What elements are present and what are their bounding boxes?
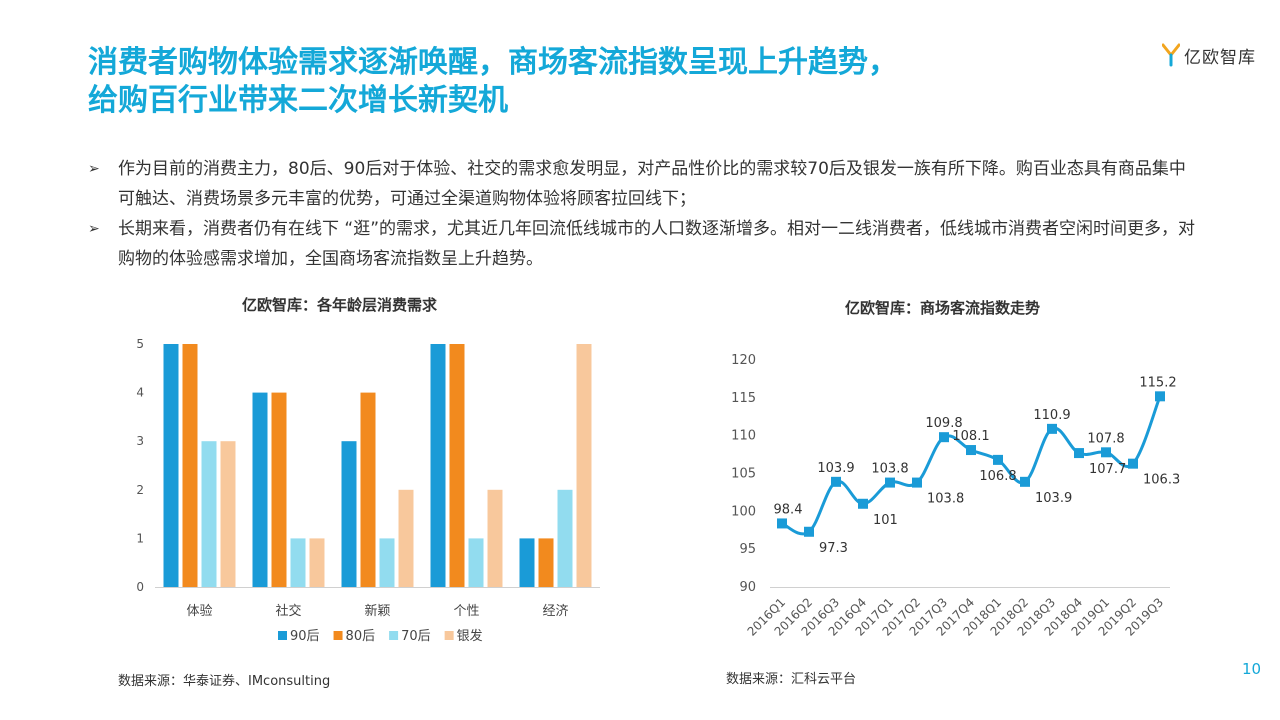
line-chart-source: 数据来源：汇科云平台 [726,672,857,687]
x-tick-label: 个性 [453,604,479,619]
data-label: 97.3 [819,541,848,556]
data-label: 103.8 [927,492,964,507]
legend-label: 80后 [346,629,376,644]
bar [309,538,325,587]
x-tick-label: 新颖 [364,603,390,619]
bullet-text: 作为目前的消费主力，80后、90后对于体验、社交的需求愈发明显，对产品性价比的需… [118,159,1186,209]
page-title-line-2: 给购百行业带来二次增长新契机 [88,83,508,118]
y-tick-label: 105 [731,467,756,482]
y-tick-label: 115 [731,391,756,406]
bullet-arrow-icon: ➢ [88,161,100,177]
data-label: 103.9 [1035,491,1072,506]
legend-swatch [389,631,399,640]
data-point [1155,391,1165,402]
data-point [993,454,1003,465]
bullet-item: ➢ 作为目前的消费主力，80后、90后对于体验、社交的需求愈发明显，对产品性价比… [88,154,1198,214]
y-tick-label: 120 [731,353,756,368]
bar [487,489,503,587]
data-label: 103.9 [817,461,854,476]
y-tick-label: 1 [136,531,144,545]
data-label: 106.3 [1143,473,1180,488]
bar [290,538,306,587]
data-point [1128,458,1138,469]
data-label: 108.1 [952,429,989,444]
logo-text: 亿欧智库 [1184,47,1256,68]
data-point [1047,423,1057,434]
bar [182,344,198,587]
data-label: 103.8 [871,462,908,477]
data-point [1074,448,1084,459]
bar [449,344,465,587]
line-chart: 90 95 100 105 110 115 120 98.4 97.3 103.9 101 103.8… [731,353,1180,639]
y-tick-label: 0 [136,580,144,594]
data-label: 106.8 [979,469,1016,484]
logo: 亿欧智库 [1162,40,1256,70]
data-label: 110.9 [1033,408,1070,423]
bar [538,538,554,587]
bar [557,489,573,587]
legend-swatch [333,631,343,640]
bar [576,344,592,587]
data-label: 98.4 [774,502,803,517]
y-tick-label: 100 [731,504,756,519]
bullet-list: ➢ 作为目前的消费主力，80后、90后对于体验、社交的需求愈发明显，对产品性价比… [88,154,1198,274]
y-tick-label: 3 [136,434,144,448]
y-tick-label: 110 [731,429,756,444]
y-tick-label: 5 [136,337,144,351]
bar-chart-source: 数据来源：华泰证券、IMconsulting [118,674,331,689]
data-label: 107.7 [1089,462,1126,477]
y-tick-label: 95 [739,542,756,557]
bar [271,392,287,587]
bar [468,538,484,587]
bar [341,441,357,587]
bar-chart-title: 亿欧智库：各年龄层消费需求 [242,296,438,314]
data-label: 109.8 [925,416,962,431]
legend-label: 70后 [401,629,431,644]
bar [201,441,217,587]
legend-swatch [444,631,454,640]
data-point [885,477,895,488]
y-tick-label: 2 [136,483,144,497]
page-title: 消费者购物体验需求逐渐唤醒，商场客流指数呈现上升趋势， 给购百行业带来二次增长新… [88,44,988,120]
data-label: 107.8 [1087,431,1124,446]
data-point [1101,447,1111,458]
bar-chart: 0 1 2 3 4 5 体验 社交 新颖 个性 经济 90后 80后 70后 银发 [136,337,600,644]
bar [220,441,236,587]
data-point [831,476,841,487]
x-tick-label: 社交 [275,603,301,619]
bar [430,344,446,587]
bullet-text: 长期来看，消费者仍有在线下 “逛”的需求，尤其近几年回流低线城市的人口数逐渐增多… [118,219,1196,269]
data-point [1020,476,1030,487]
bullet-item: ➢ 长期来看，消费者仍有在线下 “逛”的需求，尤其近几年回流低线城市的人口数逐渐… [88,214,1198,274]
y-tick-label: 4 [136,386,144,400]
page-number: 10 [1242,660,1262,678]
data-point [912,477,922,488]
data-point [939,432,949,443]
bullet-arrow-icon: ➢ [88,221,100,237]
data-label: 101 [873,513,898,528]
logo-icon [1162,43,1180,67]
bar [519,538,535,587]
data-point [858,498,868,509]
line-chart-title: 亿欧智库：商场客流指数走势 [845,299,1041,317]
data-point [777,518,787,529]
legend-label: 银发 [457,628,483,644]
bar [163,344,179,587]
data-label: 115.2 [1139,375,1176,390]
bar [398,489,414,587]
data-point [966,445,976,456]
legend-label: 90后 [290,629,320,644]
legend-swatch [278,631,287,640]
bar [360,392,376,587]
x-tick-label: 体验 [186,603,212,619]
y-tick-label: 90 [739,580,756,595]
x-tick-label: 经济 [542,604,568,619]
page-title-line-1: 消费者购物体验需求逐渐唤醒，商场客流指数呈现上升趋势， [88,45,898,80]
bar [379,538,395,587]
data-point [804,526,814,537]
bar [252,392,268,587]
